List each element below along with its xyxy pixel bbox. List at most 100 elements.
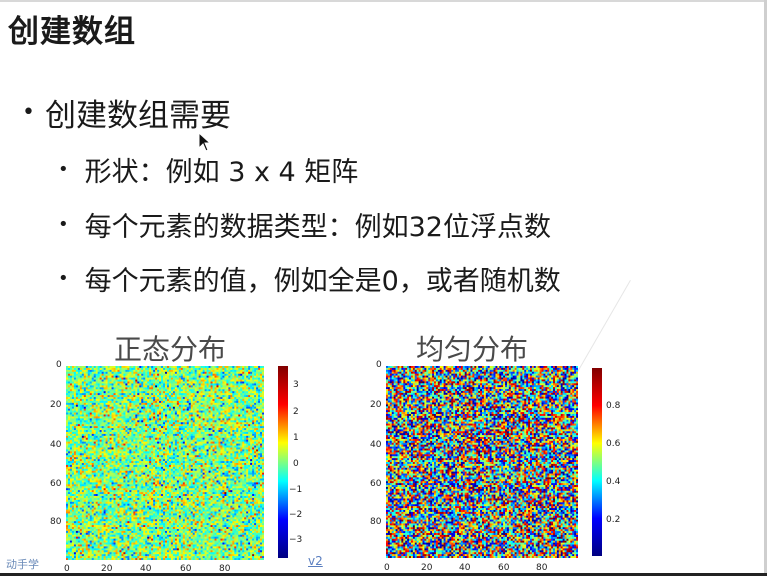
heatmap-cell xyxy=(202,375,205,378)
heatmap-cell xyxy=(250,391,253,394)
heatmap-cell xyxy=(182,447,186,450)
heatmap-cell xyxy=(107,367,110,371)
heatmap-cell xyxy=(133,437,136,441)
heatmap-cell xyxy=(178,400,182,404)
heatmap-cell xyxy=(218,418,221,421)
heatmap-cell xyxy=(220,377,223,380)
heatmap-cell xyxy=(196,391,199,394)
heatmap-cell xyxy=(165,371,168,375)
heatmap-cell xyxy=(192,377,195,380)
heatmap-cell xyxy=(149,410,152,413)
heatmap-cell xyxy=(242,414,245,417)
heatmap-cell xyxy=(105,406,108,409)
heatmap-cell xyxy=(87,447,91,450)
heatmap-cell xyxy=(151,408,154,411)
heatmap-cell xyxy=(206,398,209,402)
heatmap-cell xyxy=(226,397,229,400)
heatmap-cell xyxy=(250,404,253,408)
heatmap-cell xyxy=(190,412,194,415)
heatmap-cell xyxy=(232,428,235,431)
heatmap-cell xyxy=(95,400,98,404)
heatmap-cell xyxy=(127,381,130,384)
heatmap-cell xyxy=(204,369,207,373)
heatmap-cell xyxy=(147,379,150,382)
heatmap-cell xyxy=(250,393,253,396)
heatmap-cell xyxy=(184,435,188,439)
heatmap-cell xyxy=(119,455,122,458)
heatmap-cell xyxy=(105,435,108,439)
heatmap-cell xyxy=(212,395,215,398)
heatmap-cell xyxy=(91,459,95,462)
heatmap-cell xyxy=(87,459,91,462)
heatmap-cell xyxy=(190,371,194,375)
heatmap-cell xyxy=(147,375,150,378)
heatmap-cell xyxy=(216,424,219,427)
heatmap-cell xyxy=(224,377,227,380)
heatmap-cell xyxy=(91,451,95,454)
heatmap-cell xyxy=(101,445,104,448)
heatmap-cell xyxy=(161,424,164,427)
heatmap-cell xyxy=(75,402,79,406)
heatmap-cell xyxy=(151,439,154,442)
heatmap-cell xyxy=(214,369,217,373)
heatmap-cell xyxy=(182,433,186,437)
heatmap-cell xyxy=(71,443,75,446)
heatmap-cell xyxy=(246,416,249,419)
heatmap-cell xyxy=(198,379,201,382)
heatmap-cell xyxy=(172,420,176,423)
heatmap-cell xyxy=(236,422,239,425)
heatmap-cell xyxy=(206,457,209,460)
heatmap-cell xyxy=(178,439,182,442)
heatmap-cell xyxy=(163,437,166,441)
heatmap-cell xyxy=(168,455,172,458)
heatmap-cell xyxy=(117,387,120,390)
heatmap-cell xyxy=(234,439,237,442)
heatmap-cell xyxy=(260,366,263,369)
heatmap-cell xyxy=(172,437,176,441)
heatmap-cell xyxy=(206,428,209,431)
heatmap-cell xyxy=(123,418,126,421)
heatmap-cell xyxy=(145,381,148,384)
heatmap-cell xyxy=(101,366,104,369)
heatmap-cell xyxy=(97,420,100,423)
heatmap-cell xyxy=(258,428,261,431)
heatmap-cell xyxy=(220,397,223,400)
heatmap-cell xyxy=(77,418,81,421)
heatmap-cell xyxy=(246,430,249,433)
heatmap-cell xyxy=(87,428,91,431)
heatmap-cell xyxy=(155,435,158,439)
heatmap-cell xyxy=(105,408,108,411)
heatmap-cell xyxy=(99,385,102,388)
heatmap-cell xyxy=(67,449,71,452)
heatmap-cell xyxy=(159,416,162,419)
heatmap-cell xyxy=(81,443,85,446)
heatmap-cell xyxy=(161,420,164,423)
heatmap-cell xyxy=(210,451,213,454)
heatmap-cell xyxy=(200,381,203,384)
heatmap-cell xyxy=(252,366,255,369)
heatmap-cell xyxy=(214,400,217,404)
heatmap-cell xyxy=(178,387,182,390)
heatmap-cell xyxy=(73,420,77,423)
heatmap-cell xyxy=(222,381,225,384)
heatmap-cell xyxy=(252,367,255,371)
heatmap-cell xyxy=(236,443,239,446)
heatmap-cell xyxy=(89,377,93,380)
heatmap-cell xyxy=(170,447,174,450)
heatmap-cell xyxy=(174,389,178,392)
heatmap-cell xyxy=(246,433,249,437)
heatmap-cell xyxy=(180,431,184,435)
heatmap-cell xyxy=(244,414,247,417)
heatmap-cell xyxy=(119,385,122,388)
heatmap-cell xyxy=(115,447,118,450)
heatmap-cell xyxy=(131,393,134,396)
heatmap-cell xyxy=(87,406,91,409)
heatmap-cell xyxy=(147,406,150,409)
heatmap-cell xyxy=(69,371,73,375)
heatmap-cell xyxy=(159,406,162,409)
heatmap-cell xyxy=(111,367,114,371)
heatmap-cell xyxy=(206,385,209,388)
heatmap-cell xyxy=(188,371,192,375)
heatmap-cell xyxy=(248,459,251,462)
heatmap-cell xyxy=(157,437,160,441)
